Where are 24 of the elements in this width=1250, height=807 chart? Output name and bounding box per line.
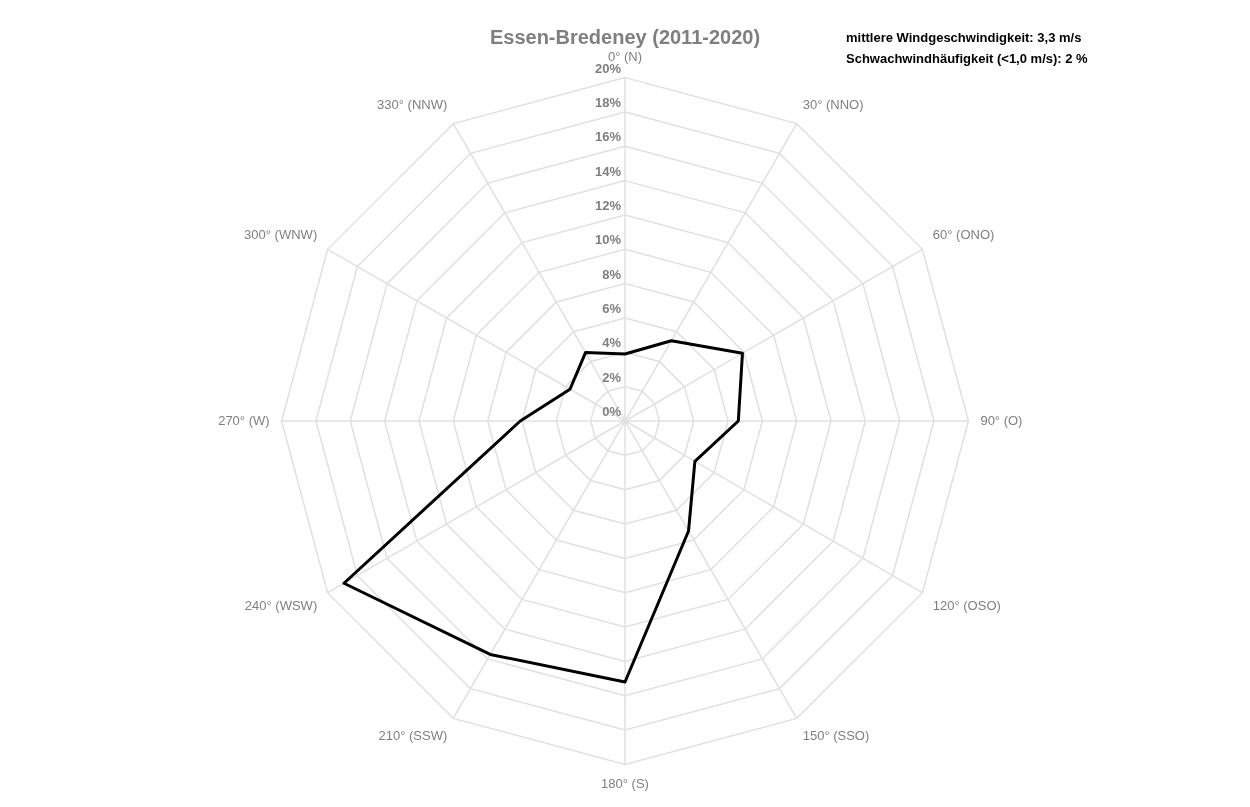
chart-title: Essen-Bredeney (2011-2020) bbox=[489, 25, 761, 48]
y-tick-label: 2% bbox=[602, 369, 622, 385]
spoke-label: 300° (WNW) bbox=[244, 227, 318, 243]
y-tick-label: 6% bbox=[602, 301, 622, 317]
y-tick-label: 18% bbox=[594, 95, 622, 111]
spoke-label: 180° (S) bbox=[601, 775, 649, 791]
spoke-label: 210° (SSW) bbox=[378, 728, 448, 744]
spoke-label: 60° (ONO) bbox=[932, 227, 995, 243]
y-tick-label: 12% bbox=[594, 198, 622, 214]
spoke-label: 270° (W) bbox=[218, 412, 270, 428]
spoke-label: 150° (SSO) bbox=[802, 728, 870, 744]
spoke-label: 90° (O) bbox=[980, 412, 1023, 428]
spoke-label: 330° (NNW) bbox=[377, 96, 448, 112]
y-tick-label: 4% bbox=[602, 335, 622, 351]
text: Schwachwindhäufigkeit (<1,0 m/s): 2 % bbox=[846, 50, 1089, 66]
y-tick-label: 14% bbox=[594, 163, 622, 179]
spoke-label: 30° (NNO) bbox=[802, 96, 864, 112]
y-tick-label: 10% bbox=[594, 232, 622, 248]
y-tick-label: 8% bbox=[602, 266, 622, 282]
y-tick-label: 16% bbox=[594, 129, 622, 145]
y-tick-label: 0% bbox=[602, 404, 622, 420]
spoke-label: 120° (OSO) bbox=[932, 598, 1001, 614]
text: mittlere Windgeschwindigkeit: 3,3 m/s bbox=[846, 29, 1082, 45]
spoke-label: 240° (WSW) bbox=[244, 598, 318, 614]
